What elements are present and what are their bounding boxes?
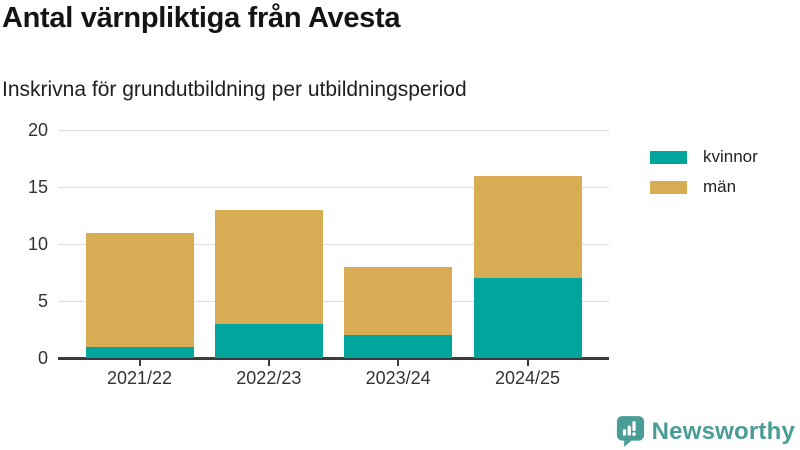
legend-item-män: män <box>650 177 758 197</box>
legend-label: kvinnor <box>703 147 758 166</box>
gridline-y-5 <box>58 301 609 302</box>
y-tick-label: 15 <box>27 177 48 197</box>
y-tick-label: 5 <box>37 291 48 311</box>
gridline-y-20 <box>58 130 609 131</box>
x-tick-label: 2021/22 <box>106 368 173 388</box>
legend-item-kvinnor: kvinnor <box>650 147 758 167</box>
x-axis-tick <box>267 360 270 366</box>
newsworthy-speech-bubble-chart-icon <box>616 416 644 447</box>
legend-swatch-kvinnor <box>650 150 687 164</box>
x-tick-label: 2023/24 <box>365 368 431 388</box>
bar-segment-kvinnor <box>344 335 453 358</box>
x-tick-label: 2024/25 <box>494 368 561 388</box>
bar-segment-män <box>214 209 323 324</box>
chart-subtitle: Inskrivna för grundutbildning per utbild… <box>2 78 467 101</box>
gridline-y-10 <box>58 244 609 245</box>
bar-segment-kvinnor <box>473 278 582 358</box>
bar-segment-män <box>344 266 453 336</box>
newsworthy-wordmark: Newsworthy <box>651 417 795 445</box>
legend-label: män <box>703 177 737 196</box>
chart-title: Antal värnpliktiga från Avesta <box>2 2 401 34</box>
newsworthy-logo: Newsworthy <box>616 415 795 448</box>
y-tick-label: 0 <box>37 348 48 368</box>
x-axis-line <box>58 357 609 360</box>
bar-segment-kvinnor <box>85 346 194 358</box>
gridline-y-15 <box>58 187 609 188</box>
bar-segment-kvinnor <box>214 323 323 358</box>
x-axis-tick <box>138 360 141 366</box>
x-tick-label: 2022/23 <box>236 368 302 388</box>
y-tick-label: 10 <box>27 234 48 254</box>
bar-segment-män <box>473 175 582 279</box>
plot-area: 0 5 10 15 20 2021/22 2022/23 2023/24 2024/25 <box>28 120 609 388</box>
legend-swatch-män <box>650 180 687 194</box>
y-tick-label: 20 <box>27 120 48 140</box>
x-axis-tick <box>397 360 400 366</box>
bar-segment-män <box>85 232 194 347</box>
x-axis-tick <box>526 360 529 366</box>
legend: kvinnor män <box>650 147 758 197</box>
